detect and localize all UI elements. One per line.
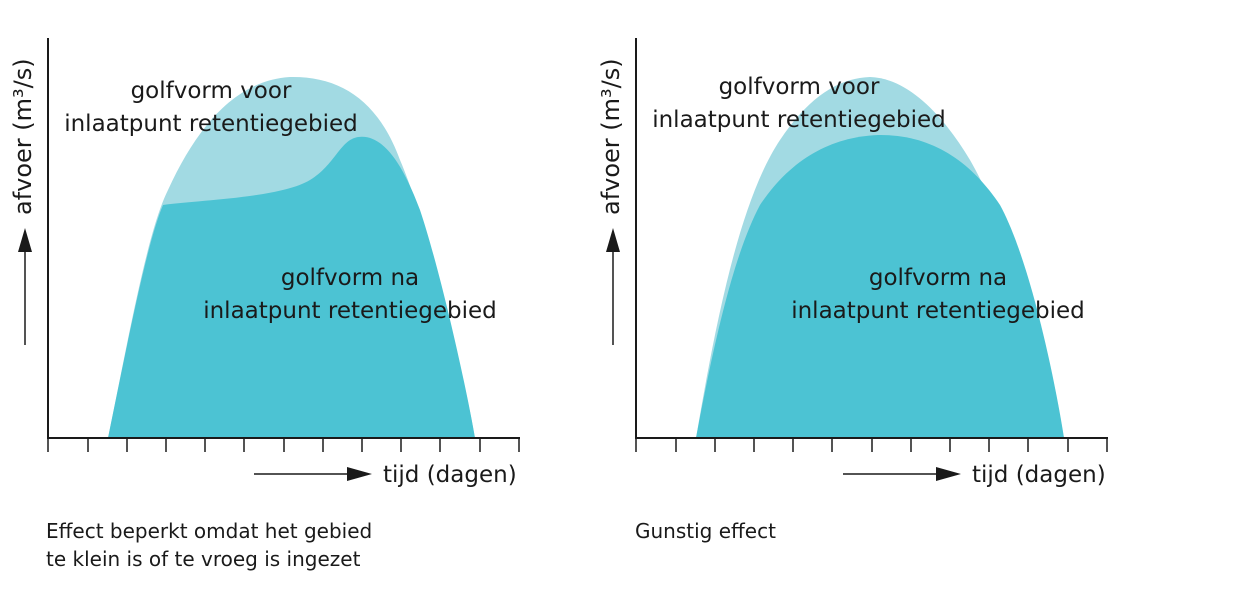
right-x-arrow-head — [936, 467, 961, 481]
right-wave-after — [696, 134, 1064, 438]
right-y-arrow-head — [606, 228, 620, 252]
right-after-label-1: golfvorm na — [869, 265, 1007, 291]
right-x-ticks — [635, 438, 1108, 452]
right-caption: Gunstig effect — [635, 517, 776, 545]
left-caption-line-1: Effect beperkt omdat het gebied — [46, 519, 373, 543]
right-before-label-2: inlaatpunt retentiegebied — [652, 107, 946, 133]
left-wave-after — [108, 136, 475, 438]
right-before-label-1: golfvorm voor — [719, 74, 880, 100]
left-after-label-1: golfvorm na — [281, 265, 419, 291]
right-x-label: tijd (dagen) — [972, 462, 1106, 488]
left-x-arrow-head — [347, 467, 372, 481]
left-caption-line-2: te klein is of te vroeg is ingezet — [46, 547, 361, 571]
left-diagram: afvoer (m³/s) tijd (dagen) golfvorm voor… — [9, 38, 520, 488]
left-y-label: afvoer (m³/s) — [9, 58, 37, 215]
left-before-label-1: golfvorm voor — [131, 78, 292, 104]
right-after-label-2: inlaatpunt retentiegebied — [791, 298, 1085, 324]
right-y-label: afvoer (m³/s) — [597, 58, 625, 215]
left-y-arrow-head — [18, 228, 32, 252]
left-x-label: tijd (dagen) — [383, 462, 517, 488]
right-diagram: afvoer (m³/s) tijd (dagen) golfvorm voor… — [597, 38, 1108, 488]
right-caption-line-1: Gunstig effect — [635, 519, 776, 543]
left-x-ticks — [47, 438, 520, 452]
left-before-label-2: inlaatpunt retentiegebied — [64, 111, 358, 137]
left-after-label-2: inlaatpunt retentiegebied — [203, 298, 497, 324]
left-caption: Effect beperkt omdat het gebied te klein… — [46, 517, 372, 573]
